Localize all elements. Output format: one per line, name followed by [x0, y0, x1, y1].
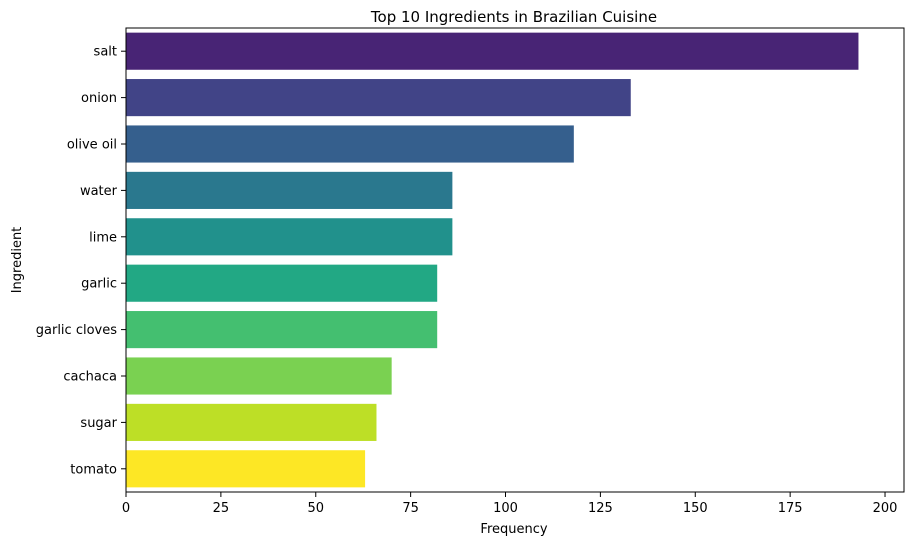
y-tick-label: garlic cloves [36, 323, 117, 338]
y-tick-label: onion [81, 91, 117, 106]
x-tick-label: 175 [778, 501, 803, 516]
y-tick-label: salt [94, 45, 117, 60]
y-axis: salt onion olive oil water lime garlic garlic … [36, 45, 126, 477]
bar-garlic [126, 264, 438, 302]
chart-title: Top 10 Ingredients in Brazilian Cuisine [370, 8, 657, 26]
x-tick-label: 125 [588, 501, 613, 516]
x-tick-label: 25 [213, 501, 230, 516]
x-tick-label: 100 [493, 501, 518, 516]
y-axis-label: Ingredient [10, 227, 25, 294]
x-tick-label: 150 [683, 501, 708, 516]
bar-onion [126, 79, 631, 117]
y-tick-label: olive oil [67, 138, 117, 153]
bar-garlic-cloves [126, 311, 438, 349]
bar-olive-oil [126, 125, 574, 163]
x-axis-label: Frequency [480, 522, 547, 537]
x-tick-label: 200 [873, 501, 898, 516]
y-tick-label: tomato [70, 462, 117, 477]
bar-water [126, 171, 453, 209]
bars-group [126, 32, 859, 488]
x-tick-label: 75 [402, 501, 419, 516]
x-tick-label: 0 [122, 501, 130, 516]
x-tick-label: 50 [307, 501, 324, 516]
x-axis: 0 25 50 75 100 125 150 175 200 [122, 492, 898, 516]
y-tick-label: water [80, 184, 118, 199]
bar-lime [126, 218, 453, 256]
y-tick-label: sugar [80, 416, 117, 431]
y-tick-label: lime [89, 230, 117, 245]
plot-frame [125, 27, 905, 493]
y-tick-label: cachaca [63, 370, 117, 385]
bar-cachaca [126, 357, 392, 395]
bar-sugar [126, 403, 377, 441]
y-tick-label: garlic [81, 277, 117, 292]
bar-tomato [126, 450, 366, 488]
bar-salt [126, 32, 859, 70]
